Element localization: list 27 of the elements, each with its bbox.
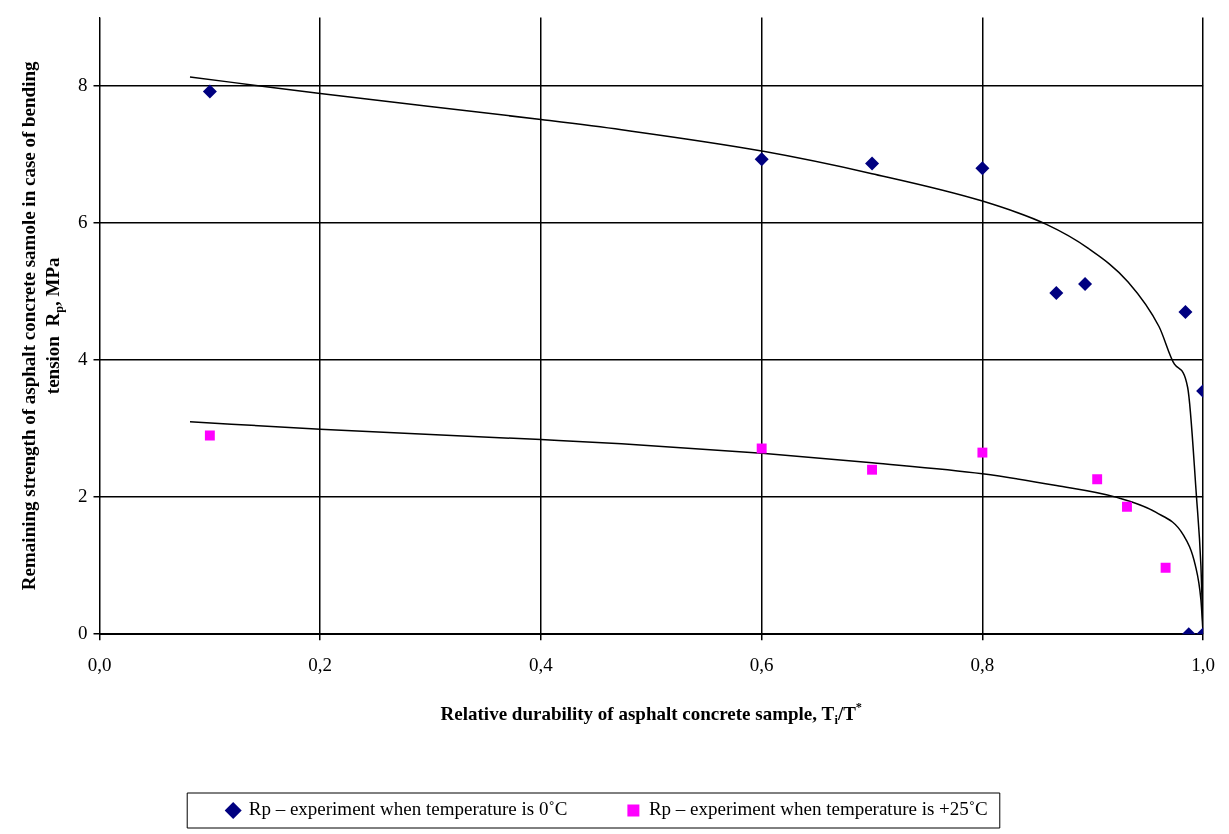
point xyxy=(1178,305,1193,320)
point xyxy=(867,464,877,475)
point xyxy=(754,152,769,167)
y-tick-label: 2 xyxy=(78,485,88,507)
y-tick-label: 8 xyxy=(78,73,88,95)
x-tick-label: 0,2 xyxy=(308,653,333,675)
x-tick-label: 0,0 xyxy=(87,653,112,675)
point xyxy=(975,161,990,176)
point xyxy=(1122,501,1132,512)
point xyxy=(202,84,217,99)
x-tick-label: 0,6 xyxy=(749,653,774,675)
point xyxy=(865,156,880,171)
y-tick-label: 6 xyxy=(78,210,88,232)
legend-label: Rp – experiment when temperature is +25˚C xyxy=(648,798,988,820)
legend-label: Rp – experiment when temperature is 0˚C xyxy=(248,798,568,820)
point xyxy=(1160,562,1171,573)
point xyxy=(756,443,767,454)
point xyxy=(1078,277,1093,291)
point xyxy=(977,447,988,458)
y-tick-label: 4 xyxy=(78,348,88,370)
x-tick-label: 1,0 xyxy=(1191,653,1215,675)
y-tick-label: 0 xyxy=(78,622,88,644)
point xyxy=(204,430,215,441)
point xyxy=(1049,285,1064,300)
x-tick-label: 0,4 xyxy=(529,653,554,675)
point xyxy=(1092,474,1103,485)
x-tick-label: 0,8 xyxy=(970,653,995,675)
